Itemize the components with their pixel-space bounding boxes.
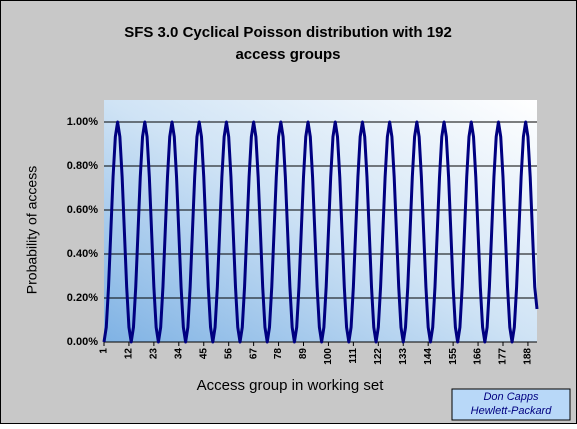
y-tick-label: 0.80% xyxy=(67,160,98,172)
x-tick-label: 89 xyxy=(298,348,309,360)
x-tick-label: 45 xyxy=(198,348,209,360)
credit-text: Hewlett-Packard xyxy=(471,405,553,417)
credit-text: Don Capps xyxy=(483,391,539,403)
y-axis-label: Probability of access xyxy=(24,166,40,294)
x-tick-label: 100 xyxy=(323,348,334,365)
data-line xyxy=(102,120,539,344)
x-tick-label: 188 xyxy=(523,348,534,365)
y-tick-label: 0.40% xyxy=(67,248,98,260)
x-tick-label: 144 xyxy=(423,348,434,365)
x-tick-label: 23 xyxy=(149,348,160,360)
chart-title: SFS 3.0 Cyclical Poisson distribution wi… xyxy=(124,24,452,41)
x-tick-label: 122 xyxy=(373,348,384,365)
chart-title: access groups xyxy=(235,46,340,63)
y-tick-label: 0.00% xyxy=(67,336,98,348)
y-tick-label: 0.20% xyxy=(67,292,98,304)
credit-box xyxy=(451,388,571,421)
x-tick-label: 67 xyxy=(248,348,259,360)
x-tick-label: 1 xyxy=(99,348,110,354)
x-tick-label: 78 xyxy=(273,348,284,360)
y-tick-label: 0.60% xyxy=(67,204,98,216)
x-axis-label: Access group in working set xyxy=(197,377,385,394)
x-tick-label: 34 xyxy=(173,348,184,360)
x-tick-label: 56 xyxy=(223,348,234,360)
x-tick-label: 155 xyxy=(448,348,459,365)
x-tick-label: 133 xyxy=(398,348,409,365)
x-tick-label: 166 xyxy=(473,348,484,365)
x-tick-label: 12 xyxy=(124,348,135,360)
x-tick-label: 177 xyxy=(498,348,509,365)
x-tick-label: 111 xyxy=(348,348,359,364)
y-tick-label: 1.00% xyxy=(67,116,98,128)
